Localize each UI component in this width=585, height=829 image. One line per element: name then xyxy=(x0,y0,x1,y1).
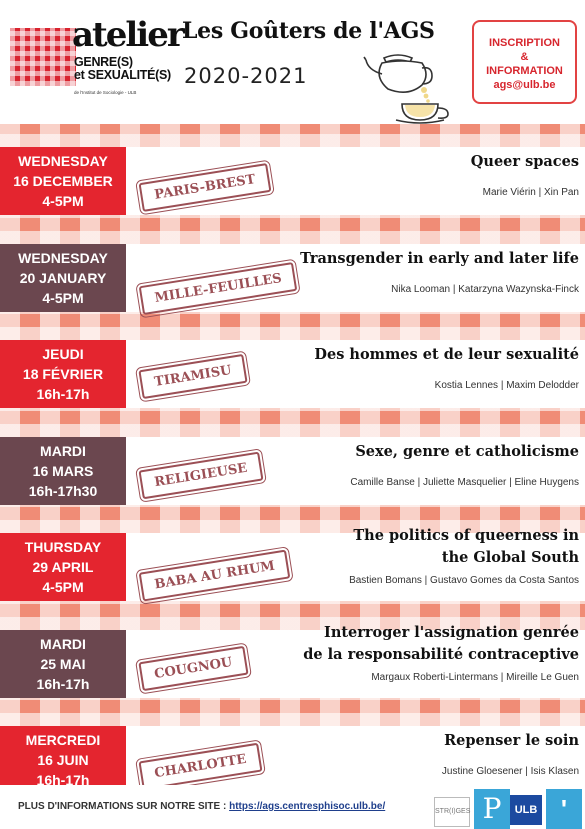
talk-title-line: Interroger l'assignation genrée xyxy=(324,623,579,641)
ulb-logo: ULB xyxy=(510,795,542,825)
partner-logo-icon: P xyxy=(474,789,510,829)
talk-title: Interroger l'assignation genrée de la res… xyxy=(303,622,579,666)
teapot-cup-icon xyxy=(363,54,449,124)
info-line3: INFORMATION xyxy=(486,65,563,77)
date-line: 16 DECEMBER xyxy=(13,173,113,189)
event-row: JEUDI 18 FÉVRIER 16h-17h TIRAMISU Des hommes… xyxy=(0,340,585,408)
pastry-stamp: CHARLOTTE xyxy=(135,737,266,796)
pastry-stamp: PARIS-BREST xyxy=(135,157,275,218)
ags-logo: atelier GENRE(S) et SEXUALITÉ(S) de l'In… xyxy=(10,18,185,100)
event-date: MARDI 16 MARS 16h-17h30 xyxy=(0,436,126,505)
talk-title: Des hommes et de leur sexualité xyxy=(314,344,579,366)
gingham-band xyxy=(0,215,585,244)
footer: PLUS D'INFORMATIONS SUR NOTRE SITE : htt… xyxy=(0,785,585,829)
event-date: WEDNESDAY 20 JANUARY 4-5PM xyxy=(0,243,126,312)
date-line: 16h-17h xyxy=(36,386,90,402)
talk-title-line: Des hommes et de leur sexualité xyxy=(314,346,579,363)
info-box: INSCRIPTION & INFORMATION ags@ulb.be xyxy=(472,20,577,104)
pastry-stamp: BABA AU RHUM xyxy=(135,544,294,607)
event-date: THURSDAY 29 APRIL 4-5PM xyxy=(0,533,126,601)
event-row: MARDI 25 MAI 16h-17h COUGNOU Interroger l'as… xyxy=(0,624,585,698)
gingham-band xyxy=(0,311,585,340)
speakers: Camille Banse | Juliette Masquelier | El… xyxy=(350,476,579,488)
logo-line1: GENRE(S) xyxy=(74,55,133,69)
talk-title-line: Sexe, genre et catholicisme xyxy=(355,442,579,460)
date-line: MARDI xyxy=(40,442,86,459)
header: atelier GENRE(S) et SEXUALITÉ(S) de l'In… xyxy=(0,0,585,124)
date-line: 29 APRIL xyxy=(32,559,94,575)
event-row: WEDNESDAY 16 DECEMBER 4-5PM PARIS-BREST Quee… xyxy=(0,147,585,218)
event-date: MERCREDI 16 JUIN 16h-17h xyxy=(0,726,126,794)
speakers: Nika Looman | Katarzyna Wazynska-Finck xyxy=(391,283,579,295)
event-row: THURSDAY 29 APRIL 4-5PM BABA AU RHUM The pol… xyxy=(0,527,585,607)
date-line: 4-5PM xyxy=(42,289,84,306)
talk-title-line: Repenser le soin xyxy=(444,732,579,749)
pastry-stamp: COUGNOU xyxy=(135,640,252,696)
talk-title-line: the Global South xyxy=(441,549,579,566)
date-line: 18 FÉVRIER xyxy=(22,366,104,382)
speakers: Justine Gloesener | Isis Klasen xyxy=(441,766,579,777)
info-email[interactable]: ags@ulb.be xyxy=(493,79,556,91)
talk-title-line: Queer spaces xyxy=(470,153,579,170)
date-line: 16h-17h30 xyxy=(28,482,98,499)
event-row: WEDNESDAY 20 JANUARY 4-5PM MILLE-FEUILLES Tr… xyxy=(0,243,585,321)
date-line: 4-5PM xyxy=(42,193,84,209)
page-title: Les Goûters de l'AGS xyxy=(182,18,435,44)
date-line: MERCREDI xyxy=(25,732,101,748)
talk-title-line: Transgender in early and later life xyxy=(300,249,579,267)
gingham-band xyxy=(0,697,585,726)
logo-line2: et SEXUALITÉ(S) xyxy=(74,68,171,82)
date-line: MARDI xyxy=(40,635,86,652)
logo-tiny: de l'Institut de Sociologie - ULB xyxy=(74,90,137,95)
footer-label: PLUS D'INFORMATIONS SUR NOTRE SITE : xyxy=(18,801,230,812)
website-link[interactable]: https://ags.centresphisoc.ulb.be/ xyxy=(229,801,386,812)
info-line2: & xyxy=(520,51,529,63)
speakers: Kostia Lennes | Maxim Delodder xyxy=(434,380,579,391)
speakers: Bastien Bomans | Gustavo Gomes da Costa … xyxy=(349,575,579,586)
gingham-band xyxy=(0,504,585,533)
speakers: Marie Viérin | Xin Pan xyxy=(482,187,579,198)
info-line1: INSCRIPTION xyxy=(489,37,560,49)
gingham-band xyxy=(0,408,585,437)
gingham-logo-icon xyxy=(10,28,76,86)
speakers: Margaux Roberti-Lintermans | Mireille Le… xyxy=(371,671,579,683)
gingham-band xyxy=(0,601,585,630)
date-line: 16 MARS xyxy=(32,462,94,479)
date-line: WEDNESDAY xyxy=(18,153,108,169)
talk-title-line: de la responsabilité contraceptive xyxy=(303,645,579,663)
event-date: MARDI 25 MAI 16h-17h xyxy=(0,629,126,698)
sociology-logo-icon: ' xyxy=(546,789,582,829)
gingham-band xyxy=(0,124,585,147)
event-row: MARDI 16 MARS 16h-17h30 RELIGIEUSE Sexe, gen… xyxy=(0,436,585,505)
date-line: JEUDI xyxy=(42,346,84,362)
talk-title: Transgender in early and later life xyxy=(300,248,579,270)
pastry-stamp: RELIGIEUSE xyxy=(135,446,267,504)
date-line: 16h-17h xyxy=(36,772,90,788)
date-line: 25 MAI xyxy=(40,655,86,672)
event-row: MERCREDI 16 JUIN 16h-17h CHARLOTTE Repenser … xyxy=(0,726,585,796)
date-line: 16h-17h xyxy=(36,675,90,692)
logo-word: atelier xyxy=(72,15,185,55)
year-subtitle: 2020-2021 xyxy=(184,64,308,88)
event-date: JEUDI 18 FÉVRIER 16h-17h xyxy=(0,340,126,408)
date-line: WEDNESDAY xyxy=(18,249,108,266)
pastry-stamp: MILLE-FEUILLES xyxy=(135,255,301,321)
logo-subtitle: GENRE(S) et SEXUALITÉ(S) xyxy=(74,56,171,82)
striges-logo: STR(I)GES xyxy=(434,797,470,827)
date-line: 20 JANUARY xyxy=(19,269,107,286)
talk-title: The politics of queerness in the Global S… xyxy=(353,525,579,569)
talk-title: Sexe, genre et catholicisme xyxy=(355,441,579,463)
pastry-stamp: TIRAMISU xyxy=(135,349,251,404)
date-line: THURSDAY xyxy=(24,539,102,555)
date-line: 4-5PM xyxy=(42,579,84,595)
talk-title-line: The politics of queerness in xyxy=(353,527,579,544)
footer-text: PLUS D'INFORMATIONS SUR NOTRE SITE : htt… xyxy=(18,801,385,812)
talk-title: Repenser le soin xyxy=(444,730,579,752)
date-line: 16 JUIN xyxy=(37,752,89,768)
talk-title: Queer spaces xyxy=(471,151,579,173)
event-date: WEDNESDAY 16 DECEMBER 4-5PM xyxy=(0,147,126,215)
